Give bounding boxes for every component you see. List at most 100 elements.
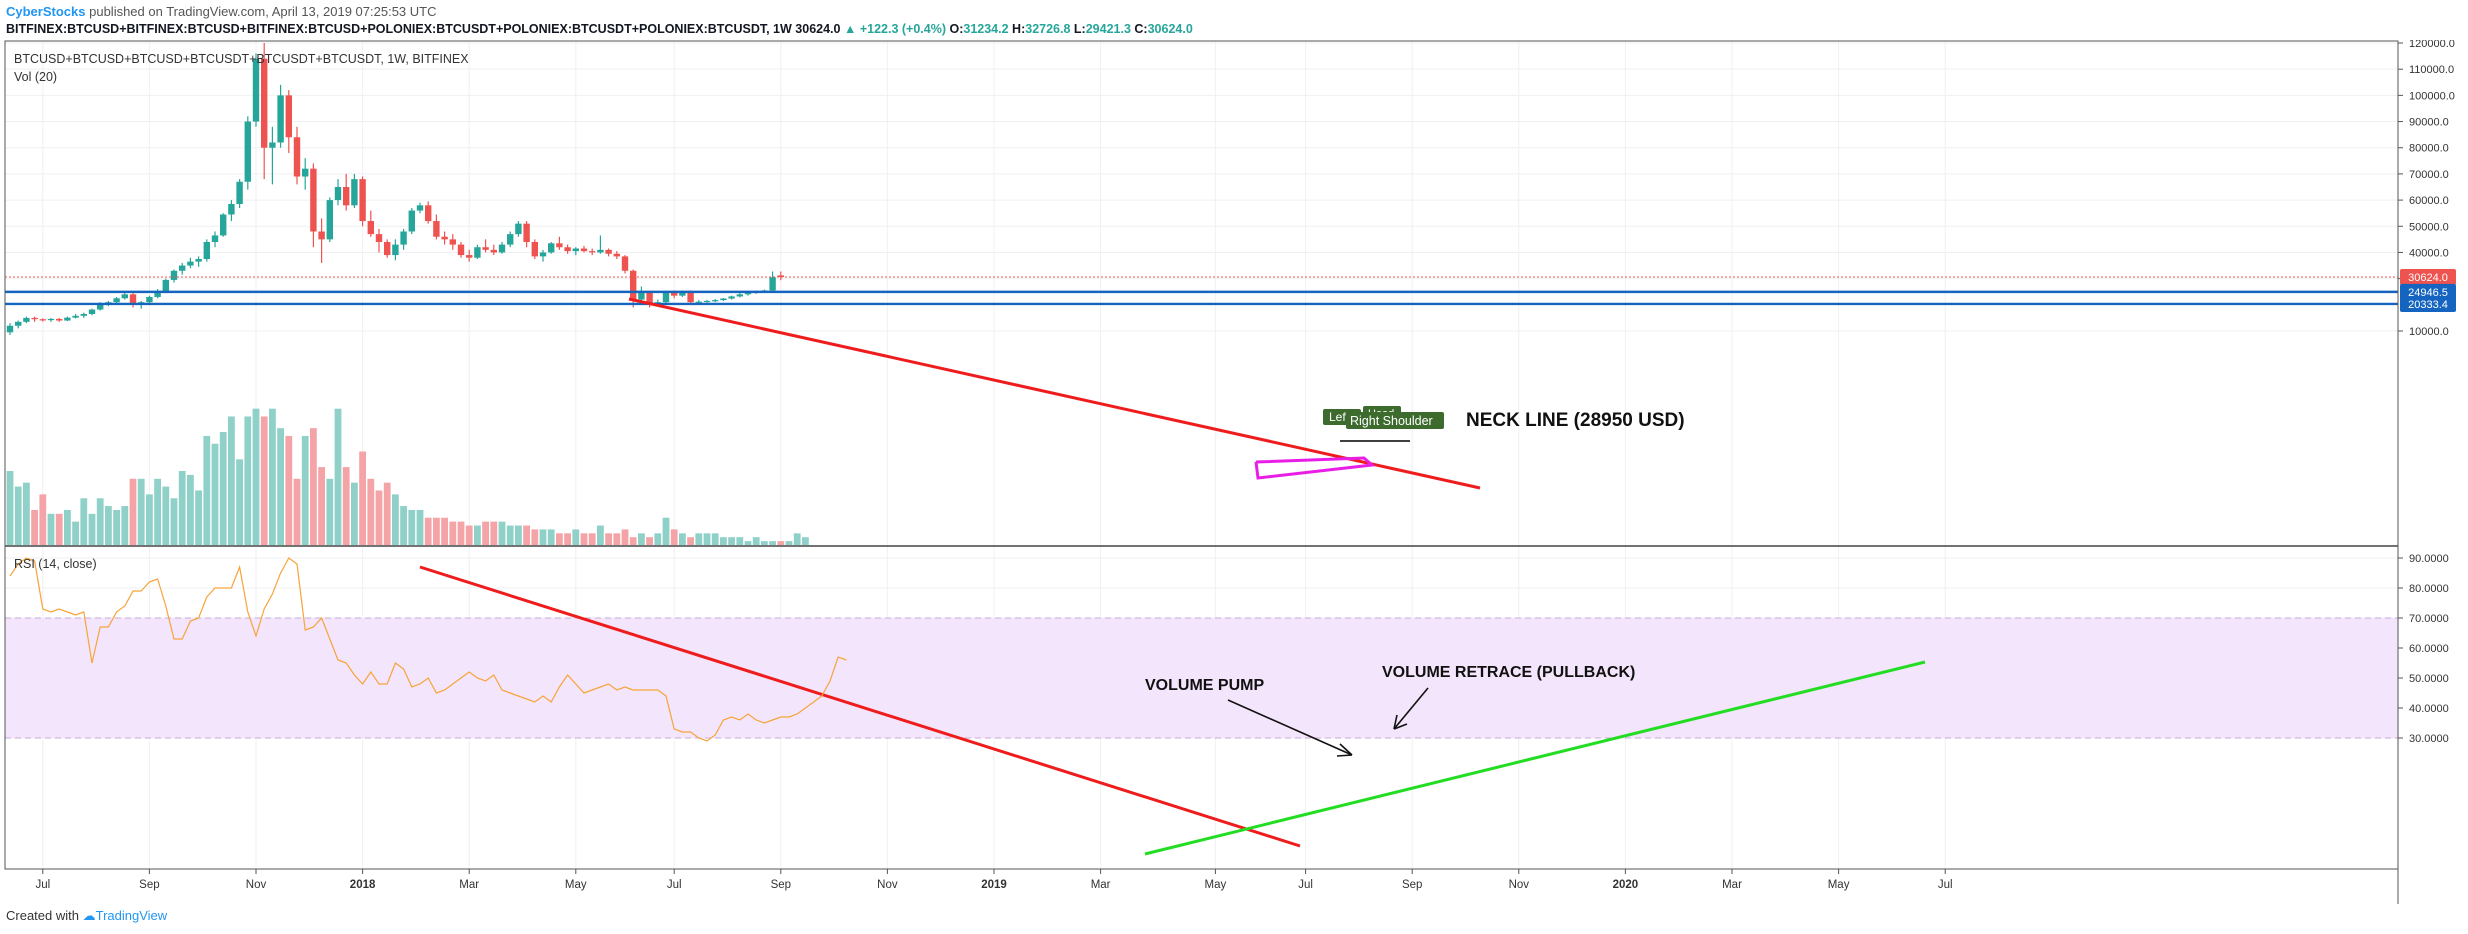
candle-body (375, 234, 383, 242)
volume-bar (629, 537, 637, 545)
volume-bar (228, 416, 235, 545)
volume-bar (310, 428, 317, 545)
candle-body (744, 293, 752, 295)
time-tick-label: Jul (35, 879, 50, 891)
volume-bar (318, 467, 325, 545)
low-value: 29421.3 (1085, 22, 1131, 36)
volume-pump-label: VOLUME PUMP (1145, 677, 1264, 694)
candle-body (580, 248, 588, 252)
close-value: 30624.0 (1147, 22, 1193, 36)
candle-body (187, 261, 194, 266)
candle-body (351, 179, 358, 206)
candle-body (777, 275, 784, 278)
volume-bar (769, 541, 776, 545)
candle-body (334, 187, 342, 201)
candle-body (605, 249, 612, 254)
symbol-info: BITFINEX:BTCUSD+BITFINEX:BTCUSD+BITFINEX… (6, 22, 1193, 36)
publisher-link[interactable]: CyberStocks (6, 4, 86, 19)
volume-bar (154, 478, 161, 545)
price-label-text: 30624.0 (2408, 272, 2448, 284)
candle-body (646, 293, 653, 304)
volume-bar (47, 513, 55, 545)
candle-body (23, 317, 30, 322)
price-label-text: 20333.4 (2408, 299, 2448, 311)
candle-body (244, 121, 251, 182)
volume-bar (597, 525, 604, 545)
time-tick-label: Jul (1298, 879, 1313, 891)
volume-bar (465, 525, 473, 545)
volume-bar (392, 494, 399, 545)
candle-body (548, 243, 555, 253)
volume-bar (695, 533, 703, 545)
candle-body (572, 248, 579, 252)
tradingview-logo-icon: ☁ (82, 908, 96, 923)
rsi-axis[interactable]: 90.0000 80.0000 70.0000 60.0000 50.0000 40.00… (2398, 553, 2449, 745)
volume-bar (482, 521, 489, 545)
candle-body (170, 270, 178, 280)
time-axis[interactable]: Jul Sep Nov 2018 Mar May Jul Sep Nov 2019 Mar May Ju… (35, 869, 1953, 891)
candle-body (416, 205, 424, 211)
volume-bar (55, 513, 63, 545)
rsi-series-line (9, 557, 847, 742)
volume-bar (490, 521, 498, 545)
volume-bar (277, 428, 284, 545)
price-tick-label: 40000.0 (2409, 247, 2449, 259)
price-tick-label: 50000.0 (2409, 221, 2449, 233)
price-label-box (2400, 283, 2456, 300)
candle-body (31, 317, 38, 320)
candle-body (97, 304, 104, 310)
candle-body (400, 231, 407, 245)
volume-bar (129, 478, 137, 545)
time-tick-label: May (1205, 879, 1227, 891)
candle-body (564, 247, 571, 252)
candle-body (671, 292, 678, 296)
volume-bar (515, 525, 522, 545)
candle-body (236, 181, 243, 205)
volume-bar (326, 478, 334, 545)
volume-bar (441, 517, 448, 545)
volume-bar (96, 498, 104, 545)
volume-bar (146, 494, 153, 545)
candle-body (121, 294, 128, 299)
price-tick-label: 80000.0 (2409, 143, 2449, 155)
created-with-text: Created with (6, 908, 79, 923)
main-legend-title: BTCUSD+BTCUSD+BTCUSD+BTCUSDT+BTCUSDT+BTC… (14, 52, 469, 66)
volume-bar (744, 541, 752, 545)
candle-body (630, 270, 637, 300)
time-tick-label: Mar (459, 879, 479, 891)
rsi-band (5, 618, 2398, 738)
volume-bar (211, 443, 219, 545)
right-shoulder-box (1346, 412, 1444, 429)
candle-body (64, 317, 71, 321)
candle-body (695, 301, 702, 303)
candle-body (113, 298, 120, 303)
volume-bar (178, 470, 186, 545)
candle-body (474, 247, 481, 258)
candle-body (613, 253, 620, 257)
candle-body (466, 255, 473, 258)
volume-bar (400, 506, 407, 545)
price-tick-label: 60000.0 (2409, 195, 2449, 207)
price-tick-label: 90000.0 (2409, 117, 2449, 129)
candle-body (80, 313, 87, 316)
chart-area[interactable]: 120000.0 110000.0 100000.0 90000.0 80000.0 70… (0, 40, 2468, 906)
candle-body (392, 244, 399, 256)
volume-bar (416, 509, 424, 545)
volume-bar (761, 541, 768, 545)
candle-body (211, 235, 219, 242)
volume-legend: Vol (20) (14, 70, 57, 84)
tradingview-brand[interactable]: TradingView (95, 908, 168, 923)
candle-body (736, 294, 743, 297)
volume-bar (113, 509, 120, 545)
price-axis[interactable]: 120000.0 110000.0 100000.0 90000.0 80000.0 70… (2398, 40, 2455, 338)
volume-pump-arrowhead (1336, 743, 1353, 757)
volume-bar (588, 533, 596, 545)
volume-bar (351, 482, 358, 545)
volume-bar (720, 537, 727, 545)
volume-bar (6, 470, 14, 545)
footer: Created with ☁TradingView (6, 908, 167, 924)
triangle-pattern (1254, 456, 1376, 480)
volume-bar (203, 435, 211, 545)
right-shoulder-label: Right Shoulder (1350, 414, 1433, 428)
